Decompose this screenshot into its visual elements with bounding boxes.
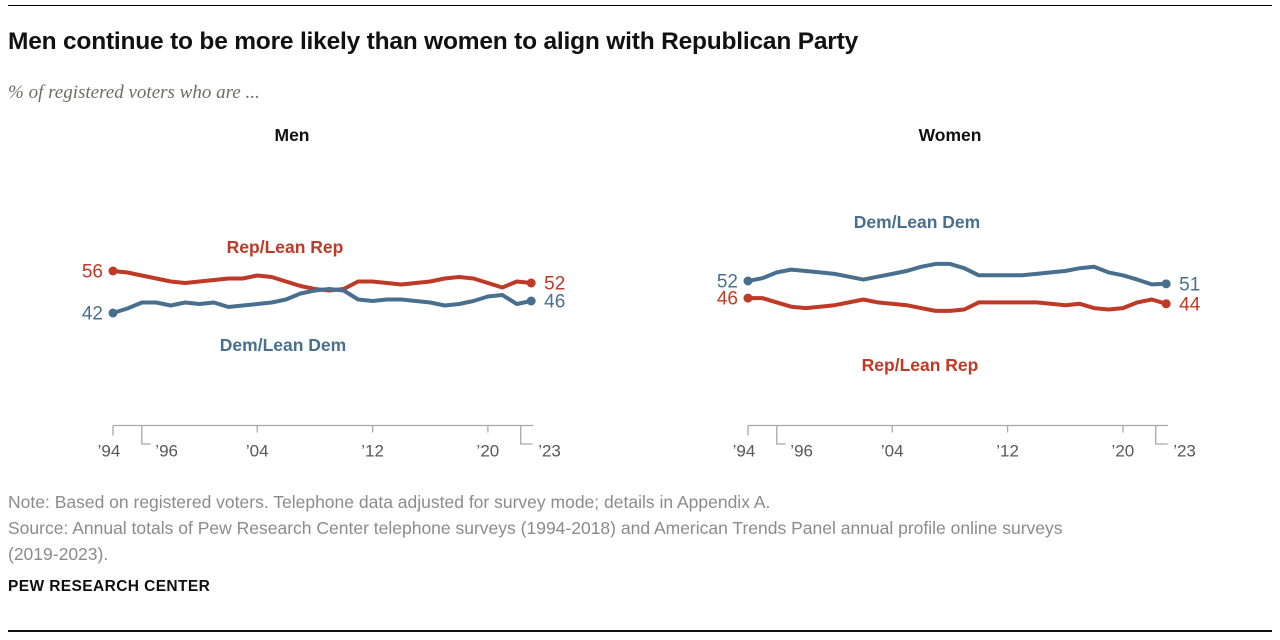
series-end-dot: [1161, 279, 1171, 289]
end-value-label: 46: [544, 292, 565, 313]
men-chart-panel: Men Rep/Lean Rep 56 52 Dem/Lean Dem 42 46’94’9…: [0, 105, 625, 475]
source-note: Source: Annual totals of Pew Research Ce…: [8, 518, 1063, 564]
charts-container: Men Rep/Lean Rep 56 52 Dem/Lean Dem 42 46’94’9…: [0, 105, 1280, 475]
start-value-label: 52: [717, 272, 738, 293]
series-start-dot: [743, 276, 753, 286]
series-label: Rep/Lean Rep: [862, 355, 979, 375]
panel-title: Men: [275, 125, 310, 145]
start-value-label: 56: [82, 262, 103, 283]
page-title: Men continue to be more likely than wome…: [8, 28, 859, 55]
series-end-dot: [526, 296, 536, 306]
end-value-label: 44: [1179, 294, 1201, 315]
end-value-label: 52: [544, 274, 565, 295]
tick-label: ’94: [98, 442, 121, 461]
x-axis: ’94 ’96 ’04 ’12 ’20 ’23: [733, 424, 1196, 461]
tick-label: ’20: [1112, 442, 1135, 461]
series-start-dot: [743, 293, 753, 303]
tick-label: ’04: [881, 442, 904, 461]
series-end-dot: [526, 278, 536, 288]
x-axis: ’94 ’96 ’04 ’12 ’20 ’23: [98, 424, 561, 461]
footnote: Note: Based on registered voters. Teleph…: [8, 492, 771, 512]
series-label: Dem/Lean Dem: [220, 335, 346, 355]
series-end-dot: [1161, 299, 1171, 309]
panel-title: Women: [919, 125, 982, 145]
end-value-label: 51: [1179, 274, 1200, 295]
tick-label: ’96: [155, 442, 178, 461]
series-label: Rep/Lean Rep: [227, 237, 344, 257]
tick-elbow: [776, 425, 786, 445]
series-start-dot: [108, 266, 118, 276]
top-rule: [8, 5, 1272, 6]
series-start-dot: [108, 308, 118, 318]
series-line-rep: [746, 296, 1169, 313]
series-line-dem: [111, 287, 534, 315]
tick-label: ’20: [477, 442, 500, 461]
tick-elbow: [520, 425, 533, 445]
start-value-label: 42: [82, 304, 103, 325]
tick-label: ’12: [361, 442, 384, 461]
tick-label: ’04: [246, 442, 269, 461]
women-chart-panel: Women Dem/Lean Dem 52 51 Rep/Lean Rep 46 44 ’94…: [635, 105, 1280, 475]
brand-label: PEW RESEARCH CENTER: [8, 578, 211, 595]
women-chart-svg: Women Dem/Lean Dem 52 51 Rep/Lean Rep 46 44 ’94…: [717, 125, 1201, 461]
tick-label: ’23: [1173, 442, 1196, 461]
page-subtitle: % of registered voters who are ...: [8, 82, 260, 103]
start-value-label: 46: [717, 289, 738, 310]
series-line-rep: [111, 269, 534, 293]
series-line-dem: [746, 261, 1169, 287]
tick-label: ’12: [996, 442, 1019, 461]
tick-elbow: [141, 425, 151, 445]
tick-label: ’96: [790, 442, 813, 461]
tick-label: ’23: [538, 442, 561, 461]
series-label: Dem/Lean Dem: [854, 212, 980, 232]
bottom-rule: [8, 630, 1272, 632]
tick-elbow: [1155, 425, 1168, 445]
tick-label: ’94: [733, 442, 756, 461]
